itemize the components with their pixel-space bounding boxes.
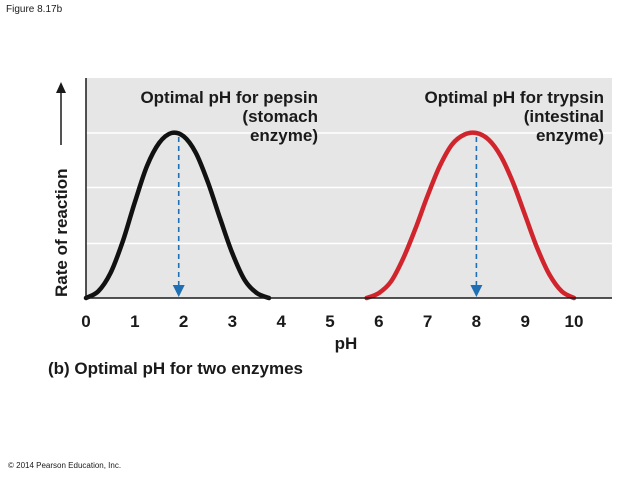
x-axis-label: pH <box>335 334 358 353</box>
x-tick-label: 2 <box>179 312 188 331</box>
curves <box>83 130 577 301</box>
y-axis-label: Rate of reaction <box>52 169 71 297</box>
pepsin-curve <box>83 130 272 301</box>
x-tick-label: 7 <box>423 312 432 331</box>
x-tick-label: 8 <box>472 312 481 331</box>
x-tick-labels: 0 1 2 3 4 5 6 7 8 9 10 <box>81 312 583 331</box>
y-axis-arrow-head <box>56 82 66 93</box>
y-axis-label-group: Rate of reaction <box>52 82 71 297</box>
annotation-line: (intestinal <box>524 107 604 126</box>
x-tick-label: 3 <box>228 312 237 331</box>
x-tick-label: 0 <box>81 312 90 331</box>
trypsin-curve <box>364 130 577 301</box>
annotation-line: enzyme) <box>536 126 604 145</box>
optimum-arrow-head-2 <box>470 285 483 297</box>
optimum-arrows <box>172 137 483 297</box>
copyright-notice: © 2014 Pearson Education, Inc. <box>8 461 122 470</box>
x-tick-label: 5 <box>325 312 334 331</box>
optimum-arrow-head-1 <box>172 285 185 297</box>
x-tick-label: 10 <box>565 312 584 331</box>
annotation-line: Optimal pH for pepsin <box>140 88 318 107</box>
annotation-line: enzyme) <box>250 126 318 145</box>
chart-caption: (b) Optimal pH for two enzymes <box>48 359 303 378</box>
x-tick-label: 1 <box>130 312 139 331</box>
annotation-line: (stomach <box>242 107 318 126</box>
x-tick-label: 4 <box>276 312 286 331</box>
x-tick-label: 9 <box>520 312 529 331</box>
annotation-line: Optimal pH for trypsin <box>425 88 604 107</box>
x-tick-label: 6 <box>374 312 383 331</box>
figure-label: Figure 8.17b <box>6 4 63 15</box>
